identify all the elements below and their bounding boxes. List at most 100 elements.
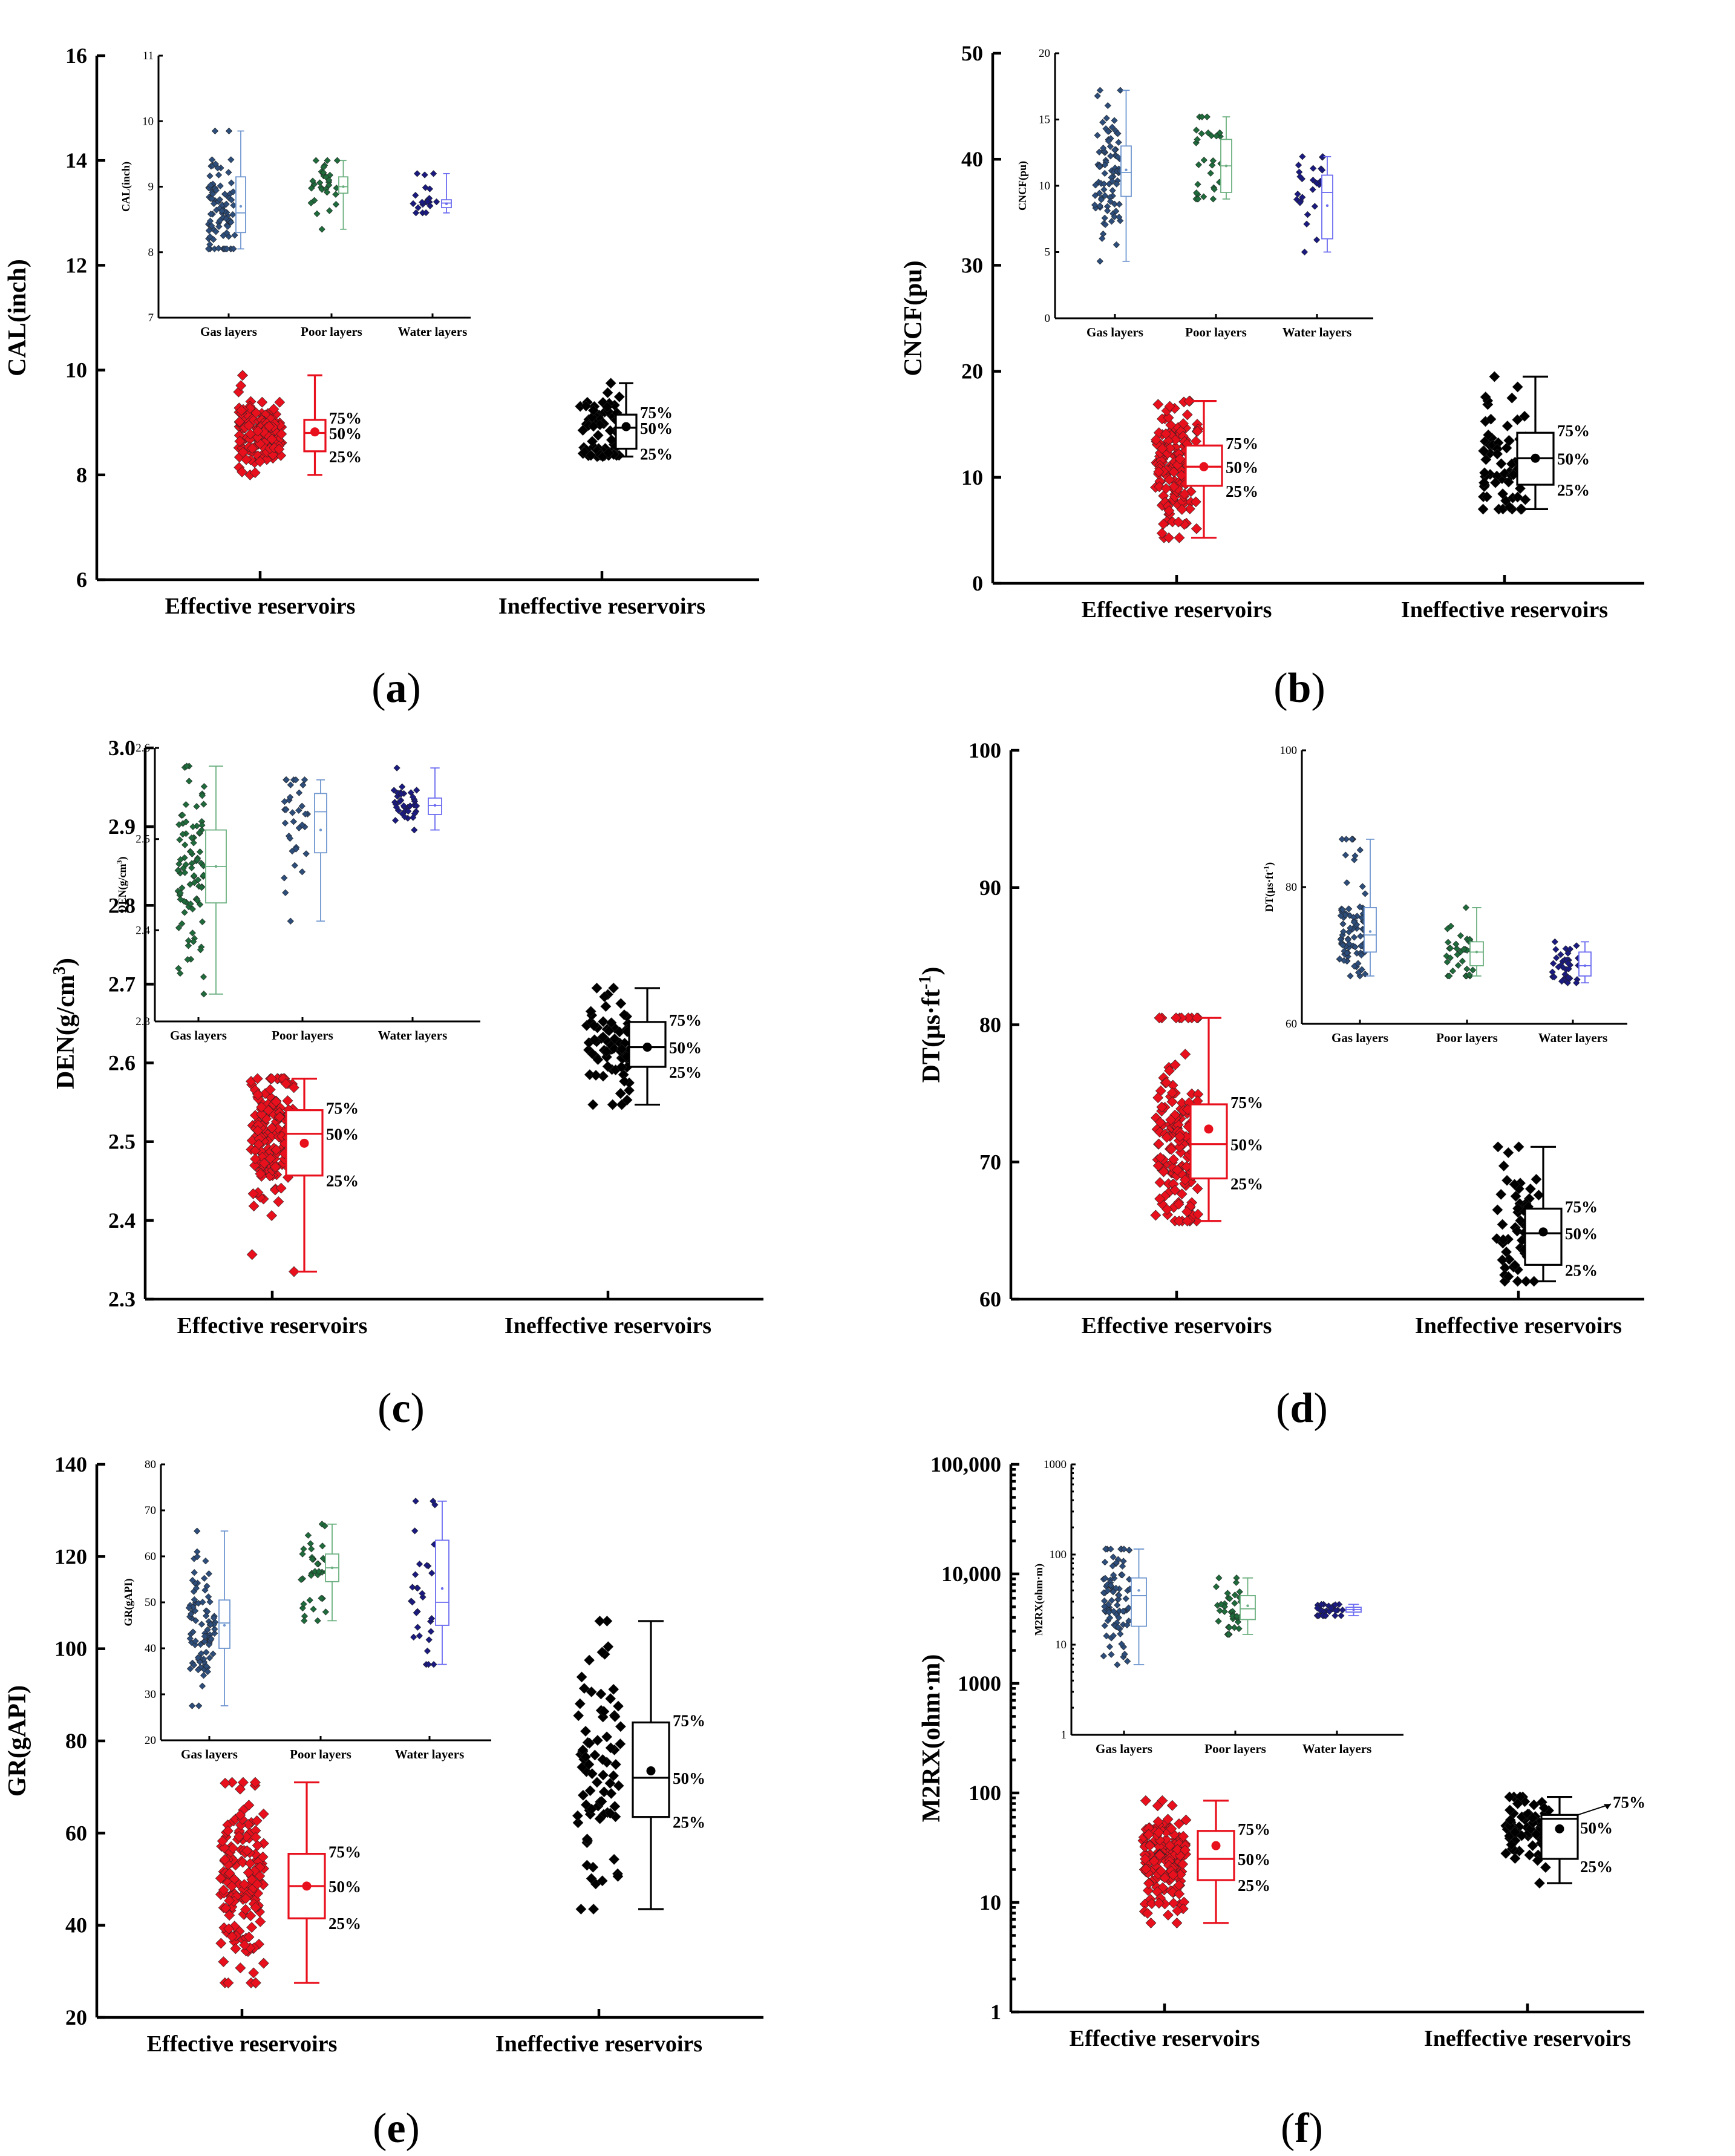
inset-y-tick-label: 11 — [143, 50, 154, 62]
data-point — [587, 1099, 599, 1110]
data-point — [250, 407, 262, 419]
inset-data-point — [1454, 962, 1462, 969]
label-part: f — [1295, 2105, 1309, 2152]
inset-x-category-label: Water layers — [378, 1028, 448, 1043]
inset-data-point — [1350, 934, 1358, 941]
inset-data-point — [306, 1596, 313, 1604]
data-point — [576, 1671, 587, 1683]
data-point — [250, 1153, 261, 1165]
data-point — [243, 420, 255, 431]
y-tick-label: 2.6 — [108, 1051, 136, 1075]
inset-boxplot-poor-layers-box — [1469, 941, 1484, 966]
data-point — [609, 1033, 620, 1044]
pct-label-75: 75% — [1226, 434, 1258, 453]
inset-data-point — [189, 929, 196, 937]
inset-data-point — [304, 1532, 312, 1539]
y-tick-label: 20 — [961, 359, 983, 384]
inset-data-point — [1106, 1643, 1114, 1651]
data-point — [605, 1693, 616, 1705]
inset-data-point — [1096, 202, 1103, 209]
pct-label-50: 50% — [329, 425, 362, 443]
inset-data-point — [289, 809, 296, 816]
inset-x-category-label: Gas layers — [1331, 1030, 1388, 1045]
inset-data-point — [175, 821, 183, 828]
inset-data-point — [201, 1574, 208, 1582]
inset-data-point — [209, 190, 217, 198]
inset-data-point — [1557, 951, 1564, 958]
inset-data-point — [215, 244, 222, 252]
data-point — [256, 1109, 267, 1120]
inset-data-point — [1122, 1595, 1129, 1602]
y-tick-label: 14 — [65, 148, 87, 172]
data-point — [266, 433, 278, 445]
boxplot-effective-mean-dot — [299, 1138, 309, 1148]
data-point — [1492, 1141, 1504, 1153]
inset-data-point — [301, 1617, 308, 1625]
data-point — [614, 1026, 626, 1038]
y-tick-label: 80 — [65, 1729, 87, 1753]
inset-data-point — [188, 1702, 196, 1709]
inset-y-tick-label: 80 — [1286, 881, 1297, 894]
inset-data-point — [1113, 241, 1120, 249]
inset-data-point — [181, 909, 188, 916]
data-point — [235, 380, 247, 392]
inset-data-point — [1358, 951, 1365, 958]
data-point — [572, 1810, 583, 1821]
inset-data-point — [1119, 1562, 1126, 1570]
y-axis-title: DEN(g/cm3) — [50, 958, 80, 1089]
data-point — [1181, 409, 1193, 421]
y-tick-label: 100 — [969, 738, 1001, 762]
data-point — [1492, 448, 1503, 460]
inset-data-point — [405, 807, 412, 815]
y-tick-label: 140 — [54, 1452, 87, 1476]
inset-data-point — [1356, 847, 1364, 854]
inset-x-category-label: Poor layers — [1185, 325, 1247, 339]
data-point — [1480, 454, 1492, 465]
inset-data-point — [1358, 966, 1365, 973]
pct-label-75: 75% — [1613, 1793, 1645, 1811]
pct-label-75: 75% — [1557, 422, 1590, 440]
inset-data-point — [195, 829, 203, 836]
inset-data-point — [1446, 945, 1454, 952]
inset-data-point — [295, 789, 303, 796]
y-tick-label: 40 — [65, 1913, 87, 1938]
x-category-label: Ineffective reservoirs — [495, 2031, 702, 2057]
inset-data-point — [198, 918, 206, 926]
inset-data-point — [397, 790, 405, 798]
inset-data-point — [1343, 879, 1351, 886]
data-point — [1157, 443, 1168, 454]
inset-data-point — [1566, 945, 1574, 953]
inset-data-point — [1200, 156, 1207, 164]
inset-data-point — [391, 817, 399, 824]
inset-data-point — [182, 818, 190, 825]
label-part: ) — [116, 857, 129, 860]
inset-y-tick-label: 60 — [145, 1550, 156, 1563]
inset-data-point — [1094, 131, 1101, 139]
inset-data-point — [1339, 906, 1347, 913]
inset-data-point — [189, 905, 196, 913]
y-tick-label: 100,000 — [930, 1452, 1001, 1476]
data-point — [1168, 467, 1180, 478]
inset-data-point — [194, 897, 201, 904]
data-point — [588, 1904, 600, 1915]
data-point — [270, 1096, 282, 1107]
inset-data-point — [212, 186, 220, 194]
y-tick-label: 120 — [54, 1544, 87, 1568]
inset-data-point — [1357, 932, 1364, 940]
data-point — [236, 405, 247, 416]
inset-boxplot-gas-layers-box — [1131, 1577, 1147, 1627]
boxplot-effective-mean-dot — [1211, 1841, 1221, 1850]
data-point — [1480, 392, 1491, 403]
data-point — [589, 1034, 600, 1046]
inset-data-point — [210, 236, 217, 243]
inset-data-point — [228, 196, 235, 204]
data-point — [249, 467, 261, 479]
data-point — [1497, 1219, 1508, 1230]
inset-y-tick-label: 30 — [145, 1688, 156, 1701]
data-point — [274, 396, 286, 408]
inset-data-point — [1101, 169, 1108, 177]
data-point — [619, 1076, 630, 1087]
inset-data-point — [1339, 942, 1347, 949]
inset-data-point — [174, 867, 181, 874]
inset-boxplot-gas-layers-mean-dot — [1137, 1589, 1140, 1592]
